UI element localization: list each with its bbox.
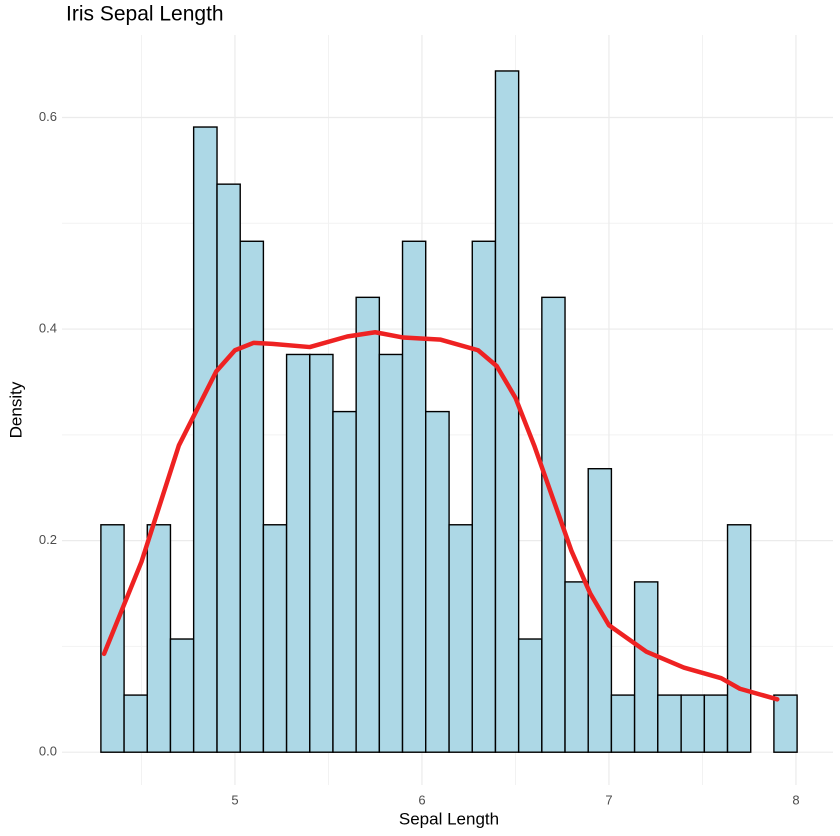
y-axis-title: Density (6, 381, 25, 438)
bar (471, 240, 497, 753)
bar (657, 694, 682, 753)
x-tick-label: 6 (418, 792, 425, 807)
bar (564, 581, 589, 753)
chart-title: Iris Sepal Length (66, 3, 224, 26)
bar (494, 70, 520, 753)
bar (192, 126, 218, 753)
bar (517, 638, 543, 753)
bar (541, 296, 566, 753)
bar (262, 524, 288, 753)
bar (726, 524, 752, 753)
bar (285, 353, 311, 753)
bar (703, 694, 729, 753)
bar (378, 353, 404, 753)
bar (448, 524, 473, 753)
bar (123, 694, 148, 753)
bar (146, 524, 172, 753)
bar (633, 581, 659, 753)
y-tick-label: 0.4 (39, 321, 57, 336)
bar (425, 410, 450, 753)
bar (332, 410, 357, 753)
bar (169, 638, 195, 753)
x-axis-title: Sepal Length (399, 809, 499, 828)
bar (355, 296, 381, 753)
x-tick-label: 7 (605, 792, 612, 807)
y-tick-label: 0.6 (39, 109, 57, 124)
y-tick-label: 0.2 (39, 532, 57, 547)
density-line (101, 330, 780, 702)
y-tick-label: 0.0 (39, 744, 57, 759)
bar (216, 183, 241, 753)
bar (773, 694, 798, 753)
bar (401, 240, 427, 753)
bar (239, 240, 265, 753)
bar (680, 694, 706, 753)
bar (309, 353, 334, 753)
bar (610, 694, 636, 753)
x-tick-label: 8 (792, 792, 799, 807)
x-tick-label: 5 (231, 792, 238, 807)
